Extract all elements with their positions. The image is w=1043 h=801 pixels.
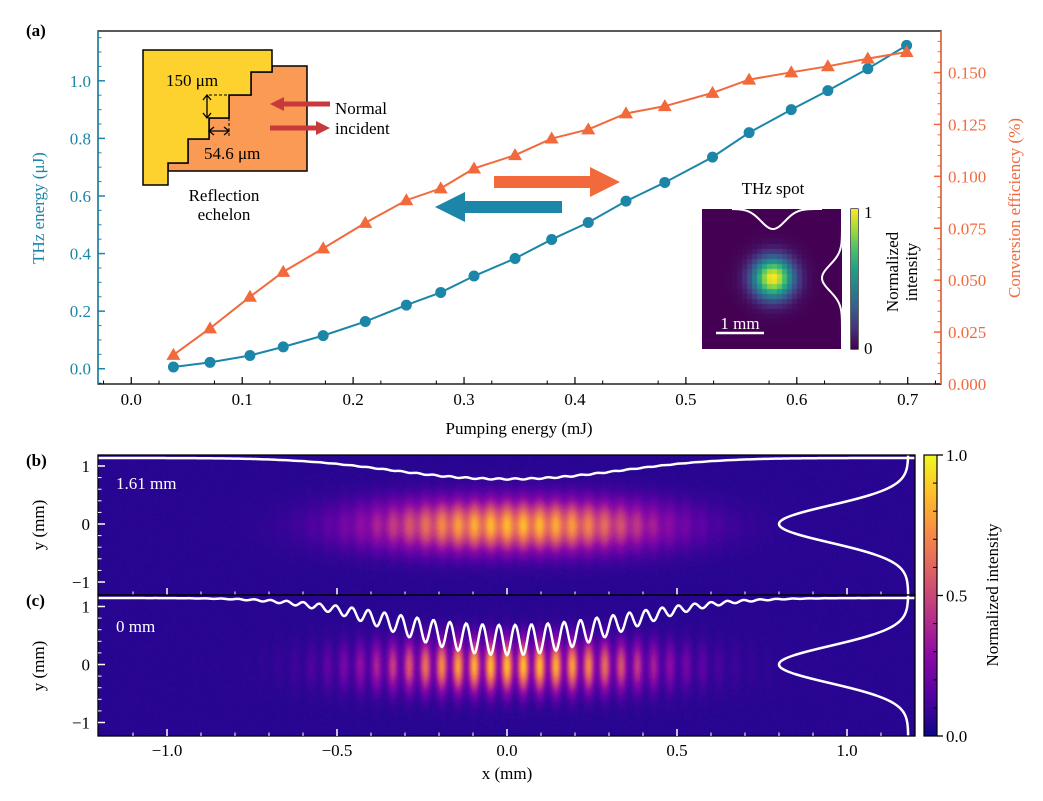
thz-energy-point bbox=[707, 152, 718, 163]
thz-energy-point bbox=[205, 357, 216, 368]
inset-colorbar-tick-1: 1 bbox=[864, 203, 873, 222]
thz-energy-point bbox=[583, 217, 594, 228]
efficiency-point bbox=[276, 265, 290, 277]
thz-energy-point bbox=[401, 300, 412, 311]
y-axis-label: THz energy (μJ) bbox=[29, 152, 48, 264]
y-tick-label: 0.4 bbox=[70, 245, 92, 264]
thz-energy-point bbox=[469, 271, 480, 282]
efficiency-point bbox=[434, 181, 448, 193]
x-tick-label: 0.4 bbox=[564, 390, 586, 409]
normal-incident-line2: incident bbox=[335, 119, 390, 138]
efficiency-point bbox=[243, 290, 257, 302]
thz-energy-point bbox=[546, 234, 557, 245]
y2-axis-label: Conversion efficiency (%) bbox=[1005, 118, 1024, 298]
panel-label-c: (c) bbox=[26, 591, 45, 610]
echelon-label-line1: Reflection bbox=[189, 186, 260, 205]
thz-spot-title: THz spot bbox=[742, 179, 805, 198]
inset-colorbar-label-line1: Normalized bbox=[883, 231, 902, 312]
thz-energy-point bbox=[786, 104, 797, 115]
thz-energy-point bbox=[168, 362, 179, 373]
y2-tick-label: 0.050 bbox=[948, 271, 986, 290]
inset-colorbar-tick-0: 0 bbox=[864, 339, 873, 358]
y2-tick-label: 0.075 bbox=[948, 219, 986, 238]
normal-incident-line1: Normal bbox=[335, 99, 387, 118]
ylabel-c: y (mm) bbox=[29, 641, 48, 692]
colorbar bbox=[924, 455, 937, 736]
step-height-label: 150 μm bbox=[166, 71, 218, 90]
step-width-label: 54.6 μm bbox=[204, 144, 260, 163]
efficiency-point bbox=[203, 321, 217, 333]
thz-energy-point bbox=[659, 177, 670, 188]
x-tick-label: 0.2 bbox=[342, 390, 363, 409]
teal-arrow-shaft bbox=[462, 201, 562, 213]
efficiency-point bbox=[166, 348, 180, 360]
thz-energy-point bbox=[435, 287, 446, 298]
thz-energy-point bbox=[862, 63, 873, 74]
efficiency-point bbox=[316, 241, 330, 253]
panel-label-b: (b) bbox=[26, 451, 47, 470]
efficiency-point bbox=[508, 148, 522, 160]
echelon-label-line2: echelon bbox=[198, 205, 251, 224]
efficiency-point bbox=[358, 216, 372, 228]
y-tick-label: 0.6 bbox=[70, 187, 91, 206]
x-tick-label: 0.0 bbox=[121, 390, 142, 409]
arrow-left-icon bbox=[435, 192, 465, 222]
x-tick-label: 0.6 bbox=[786, 390, 807, 409]
y2-tick-label: 0.100 bbox=[948, 167, 986, 186]
y-tick-label: 1.0 bbox=[70, 72, 91, 91]
inset-colorbar-label-line2: intensity bbox=[902, 242, 921, 301]
panel-label-a: (a) bbox=[26, 21, 46, 40]
thz-energy-point bbox=[278, 341, 289, 352]
thz-energy-point bbox=[744, 127, 755, 138]
inset-colorbar bbox=[851, 209, 858, 349]
arrow-right-icon bbox=[590, 167, 620, 197]
xlabel-c: x (mm) bbox=[482, 764, 533, 783]
y2-tick-label: 0.150 bbox=[948, 64, 986, 83]
thz-energy-point bbox=[318, 330, 329, 341]
orange-arrow-shaft bbox=[494, 176, 592, 188]
y2-tick-label: 0.125 bbox=[948, 115, 986, 134]
y2-tick-label: 0.000 bbox=[948, 375, 986, 394]
arrow-head-right-icon bbox=[316, 121, 330, 135]
x-tick-label: 0.5 bbox=[675, 390, 696, 409]
heatmap-b bbox=[98, 455, 915, 595]
thz-energy-point bbox=[510, 253, 521, 264]
x-tick-label: 0.1 bbox=[232, 390, 253, 409]
thz-energy-point bbox=[620, 196, 631, 207]
figure: (a) (b) (c) 0.0 0.1 0.2 0.3 0.4 0.5 0.6 0.7 0.0 0… bbox=[0, 0, 1043, 801]
x-axis-label: Pumping energy (mJ) bbox=[445, 419, 592, 438]
y-tick-label: 0.0 bbox=[70, 360, 91, 379]
echelon-diagram: 150 μm 54.6 μm Normal incident Reflectio… bbox=[143, 50, 390, 224]
y-tick-label: 0.8 bbox=[70, 129, 91, 148]
heatmap-c bbox=[98, 595, 915, 736]
thz-energy-point bbox=[360, 316, 371, 327]
x-tick-label: 0.7 bbox=[897, 390, 919, 409]
thz-energy-point bbox=[244, 350, 255, 361]
colorbar-label: Normalized intensity bbox=[983, 523, 1002, 667]
ylabel-b: y (mm) bbox=[29, 500, 48, 551]
x-tick-label: 0.3 bbox=[453, 390, 474, 409]
y2-tick-label: 0.025 bbox=[948, 323, 986, 342]
y-tick-label: 0.2 bbox=[70, 302, 91, 321]
thz-energy-point bbox=[822, 85, 833, 96]
thz-spot-image bbox=[702, 209, 842, 349]
